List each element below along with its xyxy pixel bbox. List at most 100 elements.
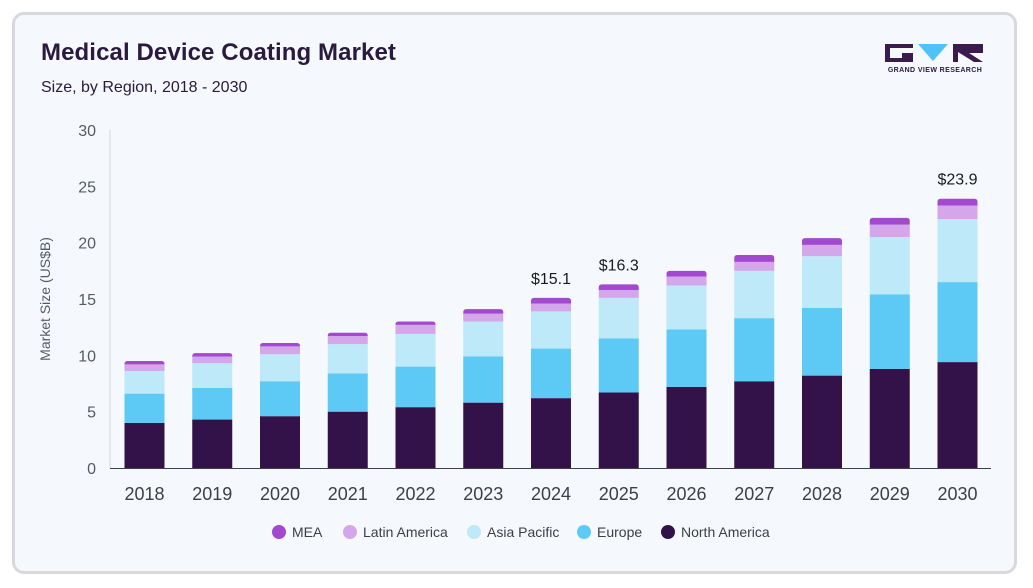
bar-segment	[260, 381, 300, 417]
x-tick-label: 2025	[599, 484, 639, 504]
legend-label: Europe	[597, 524, 642, 540]
x-tick-label: 2029	[870, 484, 910, 504]
bar-segment	[666, 270, 707, 277]
bar-segment	[802, 244, 842, 257]
bar-segment	[260, 342, 300, 347]
bar-segment	[327, 344, 368, 374]
bar-segment	[531, 348, 571, 399]
y-tick-label: 15	[78, 292, 96, 309]
bar-segment	[937, 362, 978, 468]
data-label: $23.9	[937, 172, 977, 189]
y-axis-title: Market Size (US$B)	[37, 237, 53, 361]
bar-segment	[463, 321, 504, 357]
bar-segment	[937, 198, 978, 206]
bar-segment	[869, 368, 910, 468]
bar-segment	[937, 282, 978, 363]
chart-card: Medical Device Coating Market Size, by R…	[12, 12, 1017, 574]
bar-segment	[192, 419, 233, 468]
bar-segment	[192, 388, 233, 420]
bar-segment	[802, 375, 842, 468]
bar-segment	[869, 217, 910, 225]
x-tick-label: 2027	[734, 484, 774, 504]
bar-segment	[666, 329, 707, 387]
bar-segment	[395, 324, 436, 334]
y-tick-label: 5	[87, 405, 96, 422]
bar-segment	[531, 297, 571, 304]
y-tick-label: 0	[87, 461, 96, 478]
chart-title: Medical Device Coating Market	[41, 39, 397, 66]
bar-segment	[124, 371, 165, 394]
bar-segment	[124, 360, 165, 365]
x-tick-label: 2020	[260, 484, 300, 504]
bar-segment	[463, 356, 504, 403]
bar-segment	[327, 411, 368, 468]
bar-segment	[734, 261, 775, 271]
bar-segment	[869, 294, 910, 369]
bar-segment	[260, 354, 300, 382]
bar-segment	[734, 318, 775, 382]
y-tick-label: 20	[78, 236, 96, 253]
bar-segment	[395, 321, 436, 325]
bar-segment	[327, 332, 368, 337]
x-tick-label: 2030	[937, 484, 977, 504]
bar-segment	[937, 219, 978, 283]
bar-segment	[802, 256, 842, 309]
bar-segment	[531, 398, 571, 468]
bar-segment	[869, 224, 910, 238]
bar-segment	[598, 338, 639, 393]
bar-segment	[598, 284, 639, 290]
legend-swatch-icon	[467, 525, 481, 539]
bar-segment	[327, 336, 368, 345]
bar-segment	[598, 289, 639, 298]
bar-segment	[463, 313, 504, 322]
bar-segment	[937, 205, 978, 220]
legend-swatch-icon	[343, 525, 357, 539]
legend-label: North America	[681, 524, 770, 540]
legend-swatch-icon	[577, 525, 591, 539]
bar-segment	[395, 407, 436, 468]
legend-label: Asia Pacific	[487, 524, 559, 540]
bar-segment	[260, 346, 300, 355]
bar-segment	[463, 402, 504, 468]
legend-swatch-icon	[272, 525, 286, 539]
bar-segment	[666, 276, 707, 286]
bar-segment	[192, 363, 233, 389]
bar-segment	[734, 255, 775, 262]
bar-segment	[124, 422, 165, 468]
x-tick-label: 2023	[463, 484, 503, 504]
data-label: $16.3	[599, 257, 639, 274]
bar-segment	[802, 238, 842, 245]
bar-segment	[802, 308, 842, 376]
bar-segment	[734, 270, 775, 319]
bar-segment	[395, 366, 436, 408]
x-tick-label: 2024	[531, 484, 571, 504]
y-tick-label: 25	[78, 179, 96, 196]
bar-segment	[192, 356, 233, 364]
bar-segment	[327, 373, 368, 412]
x-tick-label: 2019	[192, 484, 232, 504]
x-tick-label: 2028	[802, 484, 842, 504]
logo-text: GRAND VIEW RESEARCH	[887, 67, 983, 74]
grand-view-research-logo: GRAND VIEW RESEARCH	[883, 42, 987, 76]
bar-segment	[531, 311, 571, 349]
bar-segment	[598, 297, 639, 339]
bar-segment	[666, 386, 707, 468]
bar-segment	[666, 285, 707, 330]
bar-segment	[869, 237, 910, 295]
y-tick-label: 30	[78, 123, 96, 140]
legend-label: Latin America	[363, 524, 448, 540]
bar-segment	[531, 303, 571, 312]
y-tick-label: 10	[78, 348, 96, 365]
bar-segment	[124, 364, 165, 372]
x-tick-label: 2021	[328, 484, 368, 504]
data-label: $15.1	[531, 271, 571, 288]
legend-label: MEA	[292, 524, 323, 540]
logo-mark-icon	[885, 44, 983, 62]
bar-segment	[598, 392, 639, 468]
bar-segment	[260, 416, 300, 468]
bar-segment	[463, 309, 504, 314]
bar-segment	[124, 393, 165, 423]
bar-segment	[395, 333, 436, 367]
x-tick-label: 2026	[666, 484, 706, 504]
